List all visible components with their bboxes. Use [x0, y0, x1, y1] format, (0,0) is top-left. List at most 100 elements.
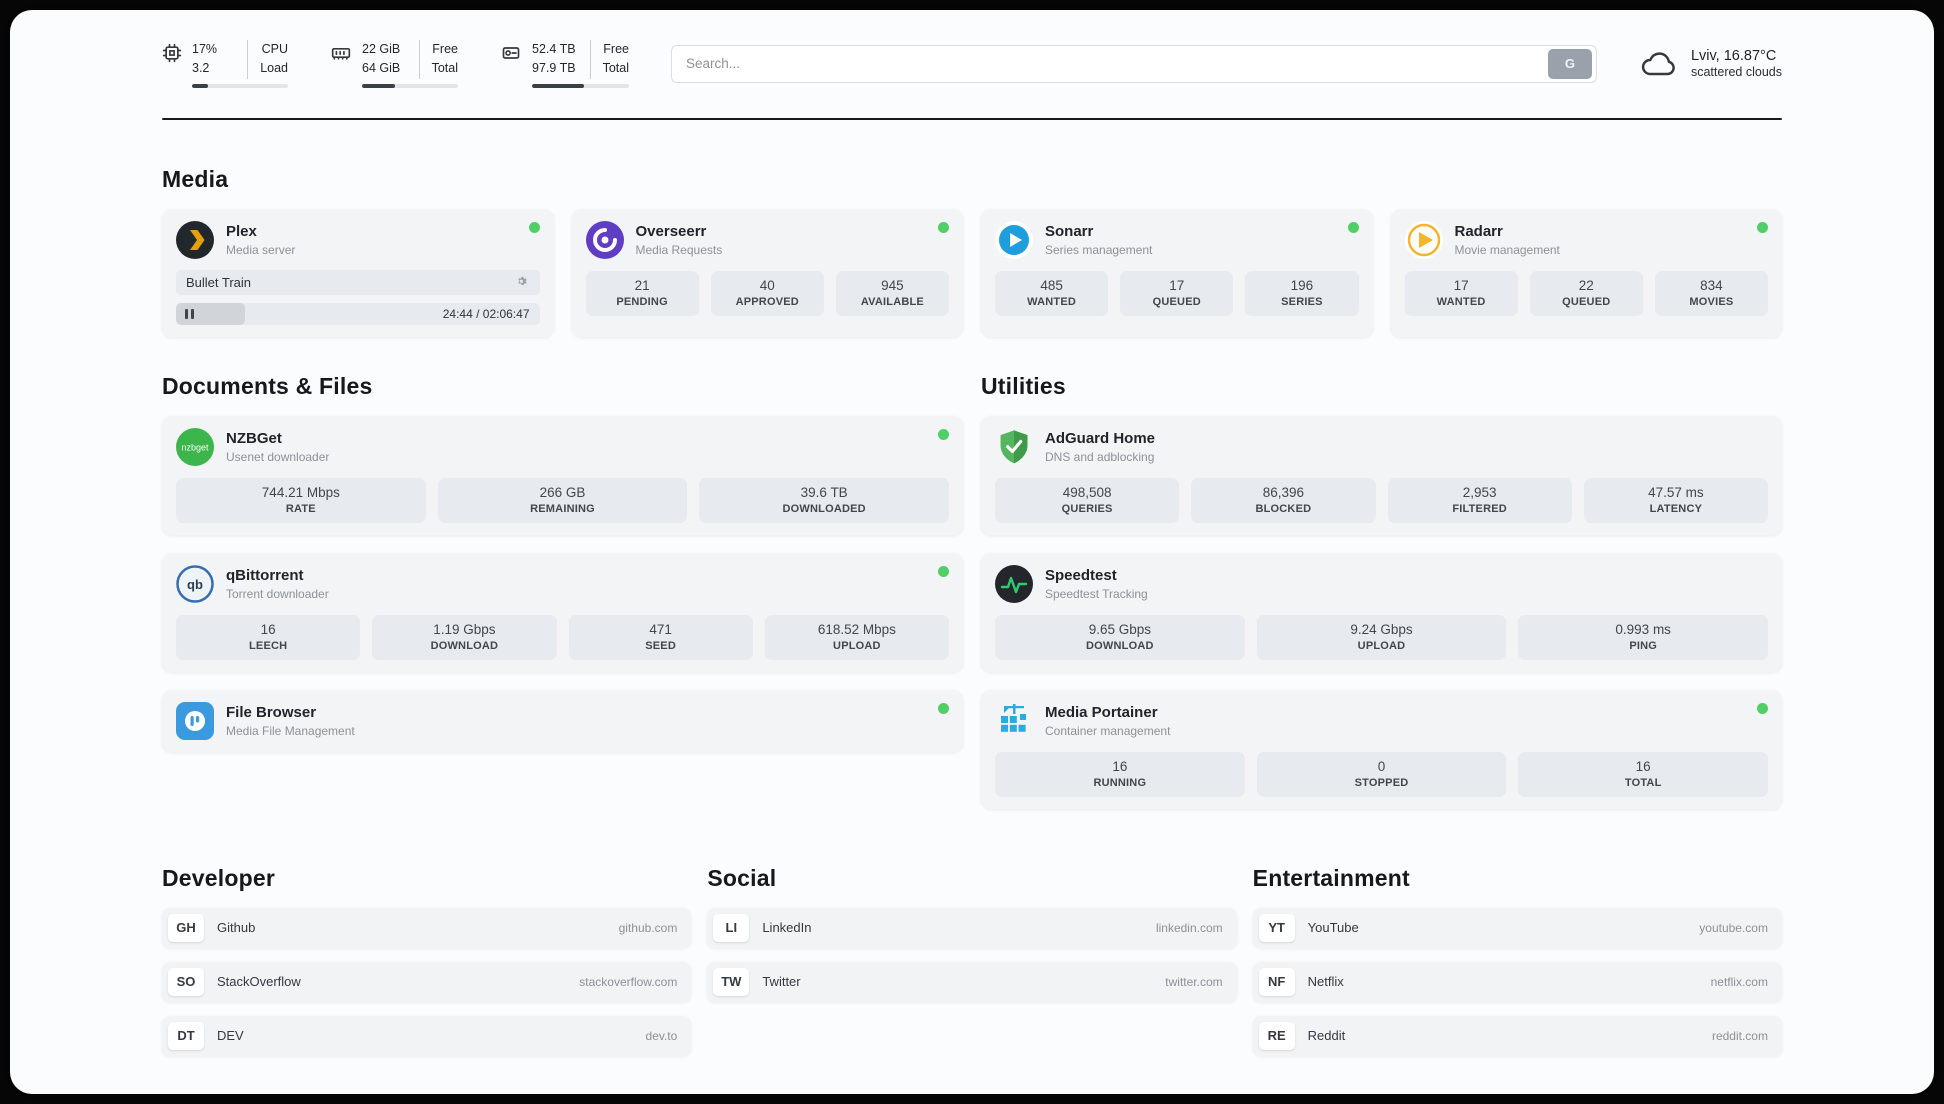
search-engine-button[interactable]: G	[1547, 48, 1592, 79]
dashboard-panel: 17% 3.2 CPU Load	[10, 10, 1934, 1094]
app-card-radarr: Radarr Movie management 17 WANTED 22 QUE…	[1390, 208, 1782, 337]
stat-label: LEECH	[248, 639, 288, 652]
app-link-sonarr[interactable]: Sonarr Series management	[995, 220, 1359, 259]
status-dot	[938, 565, 949, 577]
stat-value: 744.21 Mbps	[261, 484, 340, 500]
search-input[interactable]	[685, 56, 1548, 72]
app-link-qbittorrent[interactable]: qb qBittorrent Torrent downloader	[176, 565, 949, 603]
stat-value: 22	[1578, 277, 1594, 293]
stat-value: 196	[1290, 277, 1314, 293]
app-card-portainer: Media Portainer Container management 16 …	[981, 689, 1782, 809]
bookmark-badge: GH	[168, 913, 204, 942]
app-link-filebrowser[interactable]: File Browser Media File Management	[176, 701, 949, 740]
status-dot	[1757, 702, 1768, 714]
stat-label: RUNNING	[1093, 776, 1147, 789]
bookmark-url: twitter.com	[1165, 974, 1223, 989]
documents-stack: nzbget NZBGet Usenet downloader 744.21 M…	[162, 415, 963, 752]
stat-leech: 16 LEECH	[176, 614, 361, 660]
app-name: qBittorrent	[226, 566, 304, 584]
gear-icon[interactable]	[515, 275, 530, 290]
stat-label: SERIES	[1281, 295, 1323, 308]
stat-downloaded: 39.6 TB DOWNLOADED	[699, 477, 950, 523]
bookmark-badge: RE	[1258, 1021, 1295, 1050]
stat-value: 47.57 ms	[1648, 484, 1704, 500]
disk-free-value: 52.4 TB	[532, 42, 576, 56]
stat-value: 21	[634, 277, 650, 293]
bookmark-netflix[interactable]: NF Netflix netflix.com	[1252, 961, 1782, 1002]
status-dot	[1347, 221, 1359, 233]
bookmark-reddit[interactable]: RE Reddit reddit.com	[1252, 1015, 1782, 1056]
ram-progress-bar	[362, 83, 458, 88]
app-link-radarr[interactable]: Radarr Movie management	[1404, 220, 1769, 259]
app-link-nzbget[interactable]: nzbget NZBGet Usenet downloader	[176, 427, 949, 466]
cpu-progress-fill	[192, 83, 209, 88]
ram-total-value: 64 GiB	[362, 61, 401, 76]
app-name: Radarr	[1454, 222, 1503, 240]
bookmark-youtube[interactable]: YT YouTube youtube.com	[1252, 907, 1782, 948]
stat-value: 39.6 TB	[800, 484, 848, 500]
top-bar: 17% 3.2 CPU Load	[162, 40, 1782, 88]
app-link-portainer[interactable]: Media Portainer Container management	[995, 702, 1768, 740]
header-divider	[162, 117, 1782, 120]
stats-row: 744.21 Mbps RATE 266 GB REMAINING 39.6 T…	[176, 477, 950, 523]
bookmark-twitter[interactable]: TW Twitter twitter.com	[707, 961, 1237, 1002]
stat-rate: 744.21 Mbps RATE	[176, 477, 426, 523]
qbittorrent-icon: qb	[176, 565, 214, 603]
stats-row: 16 LEECH 1.19 Gbps DOWNLOAD 471 SEED	[176, 614, 949, 660]
stat-blocked: 86,396 BLOCKED	[1191, 477, 1376, 523]
bookmark-url: netflix.com	[1710, 974, 1768, 989]
bookmark-github[interactable]: GH Github github.com	[162, 907, 692, 948]
bookmark-linkedin[interactable]: LI LinkedIn linkedin.com	[707, 907, 1237, 948]
app-link-overseerr[interactable]: Overseerr Media Requests	[585, 220, 950, 259]
app-meta: Radarr Movie management	[1455, 223, 1560, 257]
stat-label: QUERIES	[1061, 502, 1113, 515]
weather-condition: scattered clouds	[1690, 65, 1782, 80]
app-meta: AdGuard Home DNS and adblocking	[1045, 430, 1155, 464]
stat-remaining: 266 GB REMAINING	[437, 477, 688, 523]
app-card-adguard: AdGuard Home DNS and adblocking 498,508 …	[981, 415, 1782, 535]
app-link-adguard[interactable]: AdGuard Home DNS and adblocking	[995, 428, 1768, 466]
developer-column: Developer GH Github github.com SO StackO…	[162, 865, 692, 1070]
filebrowser-icon	[176, 701, 214, 740]
ram-icon	[330, 43, 352, 88]
weather-text: Lviv, 16.87°C scattered clouds	[1691, 48, 1782, 79]
section-title-documents: Documents & Files	[162, 372, 373, 399]
player-progress-fill	[176, 302, 246, 325]
stats-row: 17 WANTED 22 QUEUED 834 MOVIES	[1404, 270, 1769, 316]
stat-label: DOWNLOAD	[1086, 639, 1154, 652]
app-subtitle: Media server	[226, 242, 296, 257]
bookmark-name: DEV	[217, 1028, 244, 1044]
cpu-usage-label: CPU	[261, 42, 288, 56]
cpu-load-label: Load	[260, 61, 288, 76]
bookmark-badge: TW	[713, 967, 750, 996]
app-link-plex[interactable]: Plex Media server	[176, 220, 540, 259]
stat-stopped: 0 STOPPED	[1256, 751, 1507, 797]
bookmark-url: youtube.com	[1699, 920, 1768, 935]
stat-value: 9.65 Gbps	[1088, 621, 1151, 637]
cpu-usage-value: 17%	[192, 42, 218, 56]
app-subtitle: DNS and adblocking	[1045, 449, 1155, 464]
bookmark-url: stackoverflow.com	[579, 974, 678, 989]
pause-icon[interactable]	[185, 308, 194, 319]
stat-movies: 834 MOVIES	[1654, 270, 1769, 316]
bookmark-dev[interactable]: DT DEV dev.to	[162, 1015, 692, 1056]
middle-columns: Documents & Files nzbget NZBGet Usenet d…	[162, 337, 1782, 809]
stat-value: 0.993 ms	[1615, 621, 1671, 637]
stat-value: 618.52 Mbps	[817, 621, 896, 637]
bookmark-stackoverflow[interactable]: SO StackOverflow stackoverflow.com	[162, 961, 692, 1002]
stats-row: 16 RUNNING 0 STOPPED 16 TOTAL	[995, 751, 1769, 797]
app-meta: NZBGet Usenet downloader	[226, 430, 329, 464]
section-title-entertainment: Entertainment	[1252, 864, 1410, 891]
app-meta: qBittorrent Torrent downloader	[226, 567, 329, 601]
bookmark-name: YouTube	[1307, 920, 1359, 936]
search-bar: G	[670, 44, 1597, 83]
media-grid: Plex Media server Bullet Train 24:44 / 0…	[162, 208, 1782, 337]
stat-value: 266 GB	[539, 484, 586, 500]
stat-label: FILTERED	[1452, 502, 1507, 515]
stat-pending: 21 PENDING	[585, 270, 699, 316]
player-progress-bar[interactable]: 24:44 / 02:06:47	[176, 302, 540, 325]
stat-upload: 9.24 Gbps UPLOAD	[1256, 614, 1507, 660]
app-link-speedtest[interactable]: Speedtest Speedtest Tracking	[995, 564, 1768, 603]
app-subtitle: Series management	[1045, 242, 1153, 257]
app-subtitle: Usenet downloader	[226, 449, 330, 464]
